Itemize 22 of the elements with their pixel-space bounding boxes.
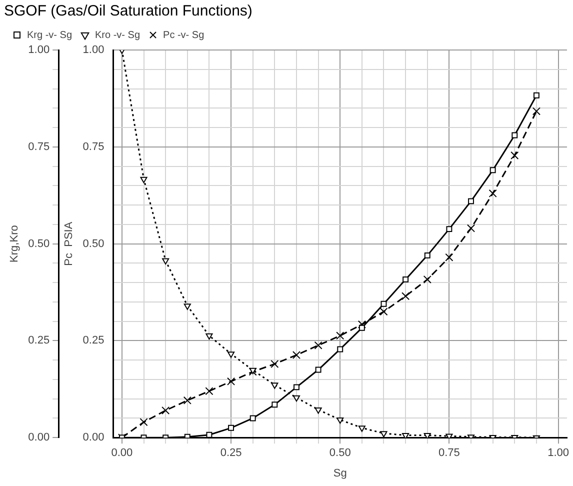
y2-tick-label: 0.00	[82, 432, 104, 444]
y2-tick-label: 1.00	[82, 44, 104, 56]
x-tick-label: 0.00	[111, 447, 133, 460]
y-tick-label: 0.25	[28, 334, 50, 347]
chart-title: SGOF (Gas/Oil Saturation Functions)	[4, 2, 252, 20]
x-tick-label: 0.25	[220, 447, 242, 460]
legend-label: Pc -v- Sg	[163, 30, 204, 41]
x-tick-label: 0.50	[329, 447, 351, 460]
y-tick-label: 1.00	[28, 44, 50, 56]
y-tick-label: 0.00	[28, 432, 50, 444]
y2-tick-label: 0.50	[82, 238, 104, 250]
y2-tick-label: 0.75	[82, 140, 104, 153]
y-tick-label: 0.50	[28, 238, 50, 250]
x-axis-title: Sg	[333, 467, 347, 480]
x-tick-label: 0.75	[438, 447, 460, 460]
y-axis-title: Krg,Kro	[8, 225, 21, 262]
y2-tick-label: 0.25	[82, 334, 104, 347]
y-tick-label: 0.75	[28, 140, 50, 153]
y2-axis-title: Pc PSIA	[63, 221, 76, 266]
legend-label: Krg -v- Sg	[27, 30, 72, 41]
legend-label: Kro -v- Sg	[95, 30, 140, 41]
x-tick-label: 1.00	[548, 447, 569, 460]
